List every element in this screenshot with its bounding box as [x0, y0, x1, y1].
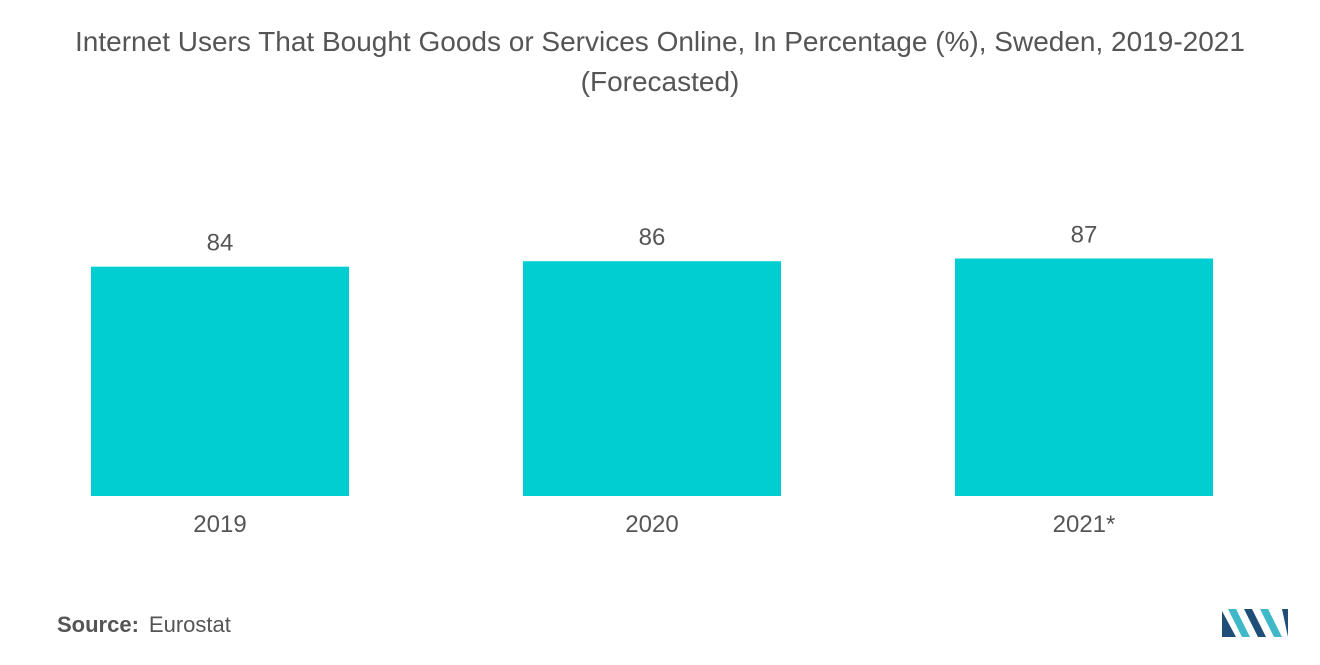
chart-subtitle: (Forecasted) [580, 66, 740, 97]
source-note: Source: Eurostat [57, 612, 231, 638]
data-label: 86 [639, 224, 666, 251]
mordor-intelligence-logo-icon [1222, 609, 1288, 637]
x-tick-label: 2019 [193, 511, 246, 538]
bar-2021 [955, 258, 1213, 496]
source-value: Eurostat [148, 612, 231, 637]
source-label: Source: [57, 612, 139, 637]
x-tick-label: 2020 [625, 511, 678, 538]
chart-title-main: Internet Users That Bought Goods or Serv… [75, 26, 1245, 57]
bar-2019 [91, 266, 349, 496]
data-label: 87 [1071, 221, 1098, 248]
data-label: 84 [207, 230, 234, 257]
chart-title: Internet Users That Bought Goods or Serv… [0, 22, 1320, 102]
x-tick-label: 2021* [1053, 511, 1116, 538]
bar-2020 [523, 261, 781, 496]
